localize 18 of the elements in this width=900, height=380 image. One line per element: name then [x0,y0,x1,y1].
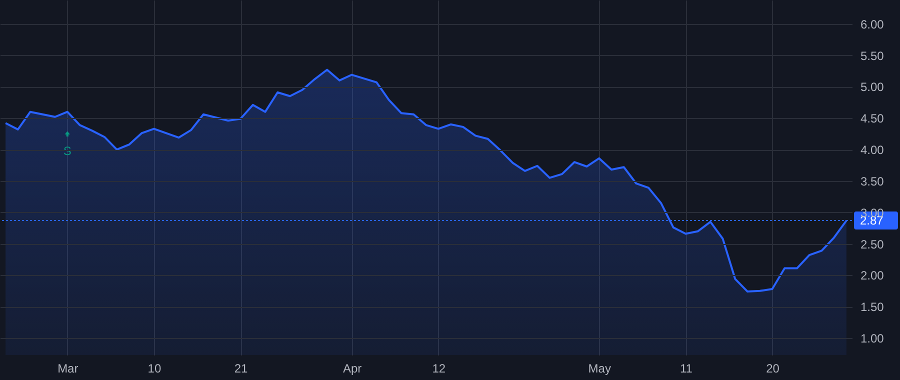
x-tick-label: May [588,362,611,376]
y-tick-label: 5.00 [860,80,884,94]
y-tick-label: 1.50 [860,300,884,314]
y-tick-label: 4.00 [860,143,884,158]
x-tick-label: 21 [234,362,248,376]
y-tick-label: 4.50 [860,112,884,126]
x-tick-label: 10 [148,362,162,376]
x-tick-label: Apr [342,362,362,376]
y-tick-label: 2.00 [860,268,884,283]
y-tick-label: 5.50 [860,48,884,63]
x-tick-label: Mar [58,362,78,376]
y-tick-label: 6.00 [860,17,884,32]
y-tick-label: 2.50 [860,237,884,252]
x-tick-label: 12 [432,362,446,376]
y-tick-label: 1.00 [860,332,884,346]
y-tick-label: 3.50 [860,174,884,188]
x-tick-label: 20 [766,362,780,376]
x-tick-label: 11 [680,362,693,376]
